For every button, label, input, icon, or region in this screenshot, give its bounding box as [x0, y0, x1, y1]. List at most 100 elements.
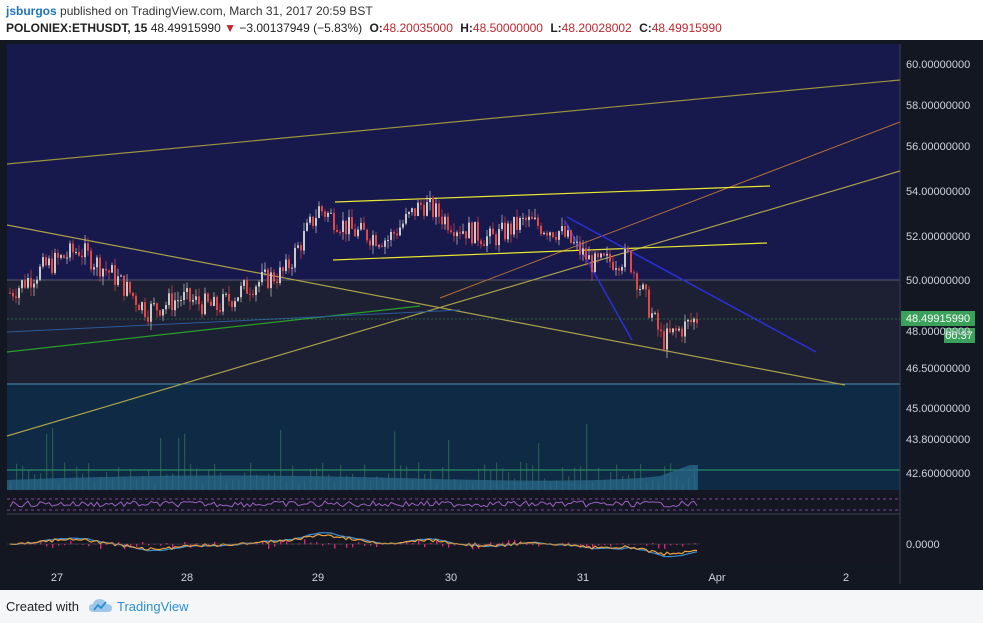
candle-body [687, 319, 689, 322]
volume-bar [88, 463, 90, 490]
candle-body [270, 272, 272, 289]
candle-body [345, 220, 347, 235]
trendline-falling[interactable] [6, 224, 846, 386]
candle-body [171, 293, 173, 311]
candle-body [360, 222, 362, 230]
macd-bar [310, 542, 312, 545]
macd-bar [454, 544, 456, 546]
macd-bar [286, 541, 288, 545]
volume-bar [448, 439, 450, 490]
volume-bar [64, 462, 66, 490]
candle-body [45, 257, 47, 266]
tradingview-cloud-icon[interactable] [88, 597, 114, 615]
last-price: 48.49915990 [150, 21, 221, 35]
time-label: 29 [312, 572, 324, 584]
candle-body [264, 269, 266, 272]
candle-body [450, 230, 452, 233]
candle-body [603, 253, 605, 256]
macd-bar [658, 544, 660, 549]
candle-body [393, 231, 395, 234]
candle-body [405, 213, 407, 224]
price-tick: 50.00000000 [906, 275, 970, 287]
macd-bar [274, 544, 276, 547]
macd-bar [406, 541, 408, 545]
downtrend-line-upper[interactable] [566, 216, 817, 353]
candle-body [606, 253, 608, 256]
trendline-green[interactable] [6, 305, 421, 353]
price-axis[interactable]: 60.00000000 58.00000000 56.00000000 54.0… [906, 59, 970, 551]
publish-info: jsburgos published on TradingView.com, M… [6, 4, 373, 18]
candle-body [84, 243, 86, 258]
symbol-name[interactable]: POLONIEX:ETHUSDT, 15 [6, 21, 148, 35]
candle-body [627, 248, 629, 252]
downtrend-line-lower[interactable] [564, 220, 633, 341]
candle-body [690, 319, 692, 323]
author-link[interactable]: jsburgos [6, 4, 57, 18]
candle-body [660, 329, 662, 332]
volume-bar [400, 465, 402, 490]
tradingview-link[interactable]: TradingView [117, 599, 189, 614]
candle-body [291, 267, 293, 269]
last-price-badge-label: 48.49915990 [906, 313, 970, 325]
trendline-blue-flat[interactable] [6, 309, 461, 333]
candle-body [372, 235, 374, 246]
channel-bottom-line[interactable] [332, 242, 768, 261]
close-label: C: [639, 21, 652, 35]
countdown-badge [944, 328, 975, 343]
candle-body [591, 255, 593, 273]
candle-body [387, 239, 389, 241]
trendline-rising[interactable] [6, 170, 901, 437]
candle-body [87, 243, 89, 251]
trendline-upper-channel[interactable] [6, 79, 901, 165]
low-value: 48.20028002 [561, 21, 632, 35]
candle-body [114, 265, 116, 285]
chart-canvas[interactable]: 48.49915990 00:37 60.00000000 58.0000000… [0, 40, 983, 590]
macd-bar [502, 542, 504, 545]
candle-body [471, 222, 473, 244]
candle-body [207, 293, 209, 302]
candle-body [465, 231, 467, 239]
candle-body [273, 272, 275, 282]
time-axis[interactable]: 27 28 29 30 31 Apr 2 [51, 572, 849, 584]
candle-body [297, 245, 299, 248]
candle-body [684, 321, 686, 337]
price-tick: 46.50000000 [906, 363, 970, 375]
candle-body [354, 228, 356, 237]
trendline-orange[interactable] [439, 121, 901, 299]
candle-body [447, 216, 449, 231]
price-pane-middle [7, 280, 900, 384]
macd-bar [394, 544, 396, 545]
candle-body [282, 267, 284, 272]
candle-body [216, 296, 218, 310]
volume-bar [22, 465, 24, 490]
candle-body [582, 248, 584, 255]
candle-body [330, 212, 332, 214]
macd-bar [508, 540, 510, 545]
candle-body [576, 241, 578, 243]
candle-body [66, 257, 68, 259]
macd-bar [106, 544, 108, 545]
candle-body [54, 252, 56, 273]
candle-body [510, 223, 512, 235]
candle-body [231, 301, 233, 307]
candle-body [519, 218, 521, 230]
candle-body [636, 273, 638, 290]
macd-bar [262, 541, 264, 545]
macd-bar [436, 540, 438, 545]
candle-body [117, 276, 119, 285]
symbol-legend: POLONIEX:ETHUSDT, 15 48.49915990 ▼ −3.00… [6, 21, 722, 35]
time-label: 30 [445, 572, 457, 584]
channel-top-line[interactable] [334, 185, 771, 203]
chart-area[interactable]: 48.49915990 00:37 60.00000000 58.0000000… [0, 40, 983, 590]
volume-bar [562, 467, 564, 490]
volume-bar [178, 437, 180, 490]
candle-body [489, 228, 491, 237]
volume-bar [586, 423, 588, 490]
volume-bar [478, 468, 480, 490]
macd-bar [100, 544, 102, 549]
chart-header: jsburgos published on TradingView.com, M… [0, 0, 983, 40]
candle-body [12, 292, 14, 297]
macd-bar [118, 542, 120, 545]
candle-body [396, 233, 398, 236]
candle-body [327, 212, 329, 217]
